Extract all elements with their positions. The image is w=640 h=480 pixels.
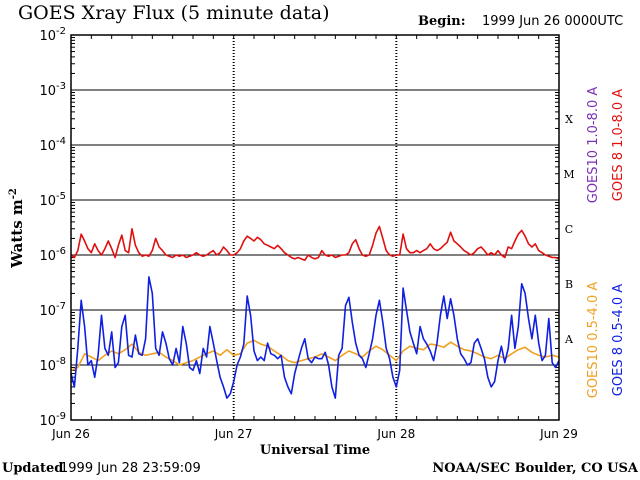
y-tick-base: 10	[39, 84, 56, 99]
plot-frame	[70, 34, 560, 421]
y-tick-exponent: -2	[56, 26, 66, 37]
y-tick-base: 10	[39, 414, 56, 429]
y-axis-label-text: Watts m	[8, 199, 26, 269]
flare-class-label: A	[564, 333, 574, 346]
y-tick-exponent: -5	[56, 191, 66, 202]
legend-entry: GOES 8 0.5-4.0 A	[611, 284, 626, 396]
legend-entry: GOES 8 1.0-8.0 A	[611, 89, 626, 201]
y-tick-exponent: -8	[56, 356, 66, 367]
y-axis-label-sup: -2	[8, 188, 19, 199]
y-tick-exponent: -3	[56, 81, 66, 92]
y-tick-label: 10-8	[39, 356, 66, 374]
y-tick-base: 10	[39, 139, 56, 154]
x-tick-label: Jun 26	[51, 427, 90, 441]
series-line-goes-8-1-0-8-0-a	[70, 225, 560, 262]
y-tick-exponent: -4	[56, 136, 66, 147]
x-tick-label: Jun 28	[376, 427, 415, 441]
begin-label: Begin:	[418, 14, 466, 29]
series-line-goes-8-0-5-4-0-a	[70, 276, 560, 399]
y-tick-base: 10	[39, 194, 56, 209]
x-tick-labels: Jun 26 Jun 27 Jun 28 Jun 29	[51, 427, 578, 441]
y-tick-base: 10	[39, 304, 56, 319]
x-axis-label: Universal Time	[260, 443, 370, 458]
flare-class-label: C	[565, 223, 573, 236]
y-tick-base: 10	[39, 249, 56, 264]
legend-entry: GOES10 1.0-8.0 A	[586, 87, 601, 204]
updated-label: Updated	[2, 461, 64, 476]
legend-entry: GOES10 0.5-4.0 A	[586, 282, 601, 399]
y-tick-label: 10-4	[39, 136, 66, 154]
x-tick-label: Jun 27	[214, 427, 253, 441]
chart-title: GOES Xray Flux (5 minute data)	[18, 2, 330, 24]
flare-class-label: X	[565, 113, 573, 126]
series-layer	[70, 225, 560, 399]
y-tick-label: 10-6	[39, 246, 66, 264]
legend: GOES10 1.0-8.0 A GOES 8 1.0-8.0 A GOES10 0…	[586, 87, 626, 399]
y-tick-exponent: -7	[56, 301, 66, 312]
y-tick-base: 10	[39, 359, 56, 374]
y-tick-label: 10-3	[39, 81, 66, 99]
flare-class-label: M	[563, 168, 574, 181]
begin-value: 1999 Jun 26 0000UTC	[482, 14, 624, 29]
y-tick-exponent: -6	[56, 246, 66, 257]
y-tick-labels: 10-210-310-410-510-610-710-810-9	[39, 26, 66, 429]
updated-value: 1999 Jun 28 23:59:09	[60, 461, 201, 476]
credit-text: NOAA/SEC Boulder, CO USA	[432, 461, 638, 476]
y-tick-label: 10-2	[39, 26, 66, 44]
x-tick-label: Jun 29	[539, 427, 578, 441]
flare-class-label: B	[565, 278, 573, 291]
y-tick-exponent: -9	[56, 411, 66, 422]
y-axis-label: Watts m-2	[8, 188, 26, 269]
y-tick-label: 10-9	[39, 411, 66, 429]
flare-class-labels: X M C B A	[563, 113, 574, 346]
y-tick-base: 10	[39, 29, 56, 44]
y-tick-label: 10-5	[39, 191, 66, 209]
y-tick-label: 10-7	[39, 301, 66, 319]
